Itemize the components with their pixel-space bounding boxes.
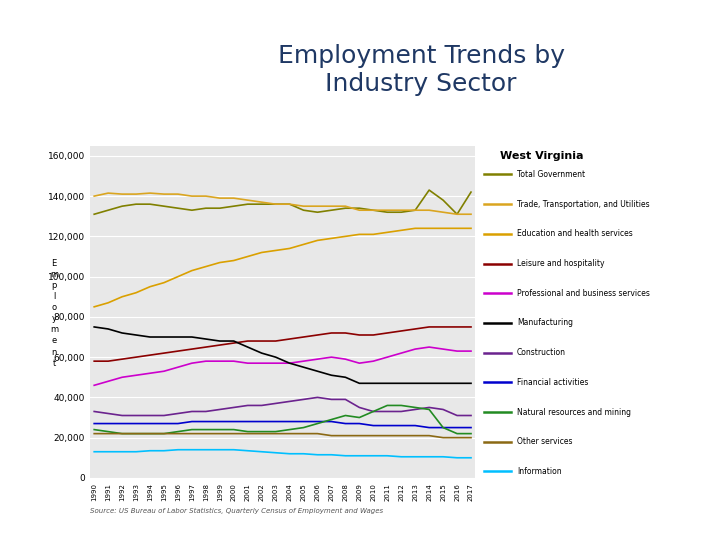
Text: Information: Information bbox=[517, 467, 562, 476]
Text: Other services: Other services bbox=[517, 437, 572, 446]
Text: Source: US Bureau of Labor Statistics, Quarterly Census of Employment and Wages: Source: US Bureau of Labor Statistics, Q… bbox=[90, 508, 383, 514]
Text: Leisure and hospitality: Leisure and hospitality bbox=[517, 259, 605, 268]
Text: E
m
p
l
o
y
m
e
n
t: E m p l o y m e n t bbox=[50, 259, 58, 368]
Text: Total Government: Total Government bbox=[517, 170, 585, 179]
Text: Financial activities: Financial activities bbox=[517, 378, 588, 387]
Text: Construction: Construction bbox=[517, 348, 566, 357]
Text: Trade, Transportation, and Utilities: Trade, Transportation, and Utilities bbox=[517, 200, 649, 208]
Text: Professional and business services: Professional and business services bbox=[517, 289, 650, 298]
Text: Employment Trends by
Industry Sector: Employment Trends by Industry Sector bbox=[278, 44, 564, 96]
Text: West Virginia: West Virginia bbox=[500, 151, 583, 161]
Text: { 52 }: { 52 } bbox=[669, 485, 711, 498]
Text: Education and health services: Education and health services bbox=[517, 230, 633, 238]
Text: Manufacturing: Manufacturing bbox=[517, 319, 573, 327]
Text: Natural resources and mining: Natural resources and mining bbox=[517, 408, 631, 416]
